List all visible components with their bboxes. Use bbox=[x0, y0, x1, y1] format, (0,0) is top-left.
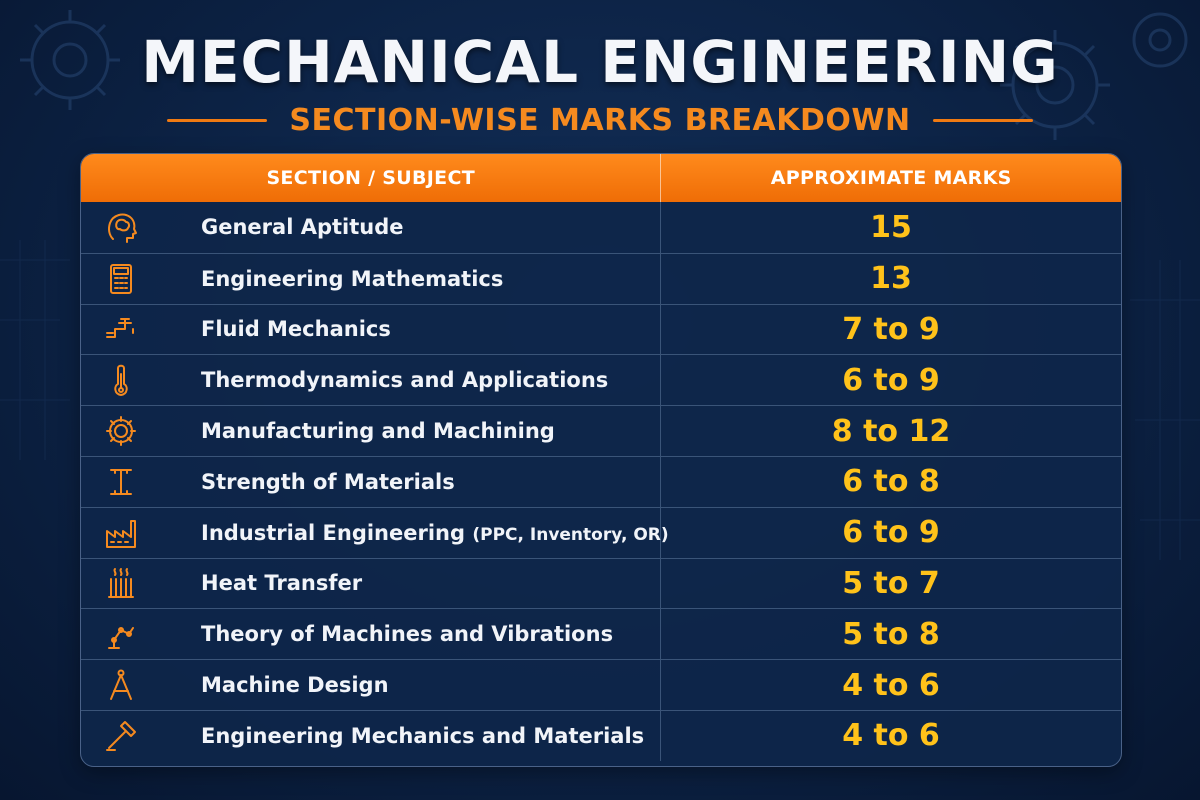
subtitle-left-line bbox=[167, 118, 268, 122]
subject-label: Heat Transfer bbox=[201, 571, 363, 596]
table-body: General Aptitude 15 Engineering Mathematic… bbox=[81, 202, 1121, 761]
header-approximate-marks: APPROXIMATE MARKS bbox=[770, 167, 1012, 189]
marks-value: 8 to 12 bbox=[831, 413, 951, 449]
table-row: Strength of Materials 6 to 8 bbox=[81, 455, 1121, 507]
hammer-icon bbox=[101, 716, 141, 756]
subject-label: Fluid Mechanics bbox=[201, 317, 391, 342]
marks-value: 6 to 8 bbox=[842, 464, 940, 500]
subject-label: Strength of Materials bbox=[201, 469, 455, 494]
subject-label: Manufacturing and Machining bbox=[201, 419, 555, 444]
subject-label: Theory of Machines and Vibrations bbox=[201, 622, 614, 647]
marks-table: SECTION / SUBJECT APPROXIMATE MARKS Gene… bbox=[80, 153, 1122, 767]
subject-cell: Industrial Engineering (PPC, Inventory, … bbox=[81, 507, 669, 558]
subject-label: Engineering Mechanics and Materials bbox=[201, 723, 645, 748]
subject-label: Engineering Mathematics bbox=[201, 266, 504, 291]
subject-label: Machine Design bbox=[201, 673, 389, 698]
robotic-arm-icon bbox=[101, 614, 141, 654]
table-header: SECTION / SUBJECT APPROXIMATE MARKS bbox=[81, 154, 1121, 202]
marks-value: 4 to 6 bbox=[842, 667, 940, 703]
header-section-subject: SECTION / SUBJECT bbox=[81, 154, 662, 202]
marks-value: 5 to 8 bbox=[842, 616, 940, 652]
subject-label: Industrial Engineering (PPC, Inventory, … bbox=[201, 520, 669, 545]
calculator-icon bbox=[101, 259, 141, 299]
i-beam-icon bbox=[101, 462, 141, 502]
subject-cell: Fluid Mechanics bbox=[81, 304, 661, 355]
table-row: Industrial Engineering (PPC, Inventory, … bbox=[81, 506, 1121, 558]
marks-value: 15 bbox=[870, 209, 912, 245]
table-row: Fluid Mechanics 7 to 9 bbox=[81, 303, 1121, 355]
thermometer-icon bbox=[101, 360, 141, 400]
subject-cell: General Aptitude bbox=[81, 202, 661, 253]
pipe-faucet-icon bbox=[101, 309, 141, 349]
subject-cell: Engineering Mechanics and Materials bbox=[81, 710, 661, 761]
subject-label: Thermodynamics and Applications bbox=[201, 368, 609, 393]
subject-cell: Manufacturing and Machining bbox=[81, 406, 661, 456]
subject-cell: Heat Transfer bbox=[81, 558, 661, 609]
subject-label: General Aptitude bbox=[201, 215, 404, 240]
radiator-icon bbox=[101, 563, 141, 603]
marks-value: 13 bbox=[870, 261, 912, 297]
subject-cell: Engineering Mathematics bbox=[81, 253, 661, 304]
brain-head-icon bbox=[101, 207, 141, 247]
table-row: General Aptitude 15 bbox=[81, 202, 1121, 253]
marks-value: 6 to 9 bbox=[842, 362, 940, 398]
marks-value: 7 to 9 bbox=[842, 311, 940, 347]
gear-icon bbox=[101, 411, 141, 451]
compass-icon bbox=[101, 665, 141, 705]
table-row: Engineering Mechanics and Materials 4 to … bbox=[81, 709, 1121, 761]
table-row: Machine Design 4 to 6 bbox=[81, 659, 1121, 710]
table-row: Engineering Mathematics 13 bbox=[81, 252, 1121, 304]
subject-cell: Theory of Machines and Vibrations bbox=[81, 609, 661, 660]
subtitle-right-line bbox=[932, 118, 1033, 122]
subject-note: (PPC, Inventory, OR) bbox=[472, 524, 669, 545]
subject-cell: Machine Design bbox=[81, 660, 661, 710]
marks-value: 4 to 6 bbox=[842, 718, 940, 754]
page-subtitle: SECTION-WISE MARKS BREAKDOWN bbox=[289, 102, 911, 138]
table-row: Manufacturing and Machining 8 to 12 bbox=[81, 405, 1121, 456]
subject-cell: Thermodynamics and Applications bbox=[81, 355, 661, 406]
subject-cell: Strength of Materials bbox=[81, 456, 661, 507]
page-title: MECHANICAL ENGINEERING bbox=[141, 28, 1059, 96]
subtitle-row: SECTION-WISE MARKS BREAKDOWN bbox=[0, 98, 1200, 142]
table-row: Theory of Machines and Vibrations 5 to 8 bbox=[81, 608, 1121, 660]
table-row: Heat Transfer 5 to 7 bbox=[81, 557, 1121, 609]
marks-value: 5 to 7 bbox=[842, 565, 940, 601]
marks-value: 6 to 9 bbox=[842, 515, 940, 551]
table-row: Thermodynamics and Applications 6 to 9 bbox=[81, 354, 1121, 406]
factory-icon bbox=[101, 513, 141, 553]
